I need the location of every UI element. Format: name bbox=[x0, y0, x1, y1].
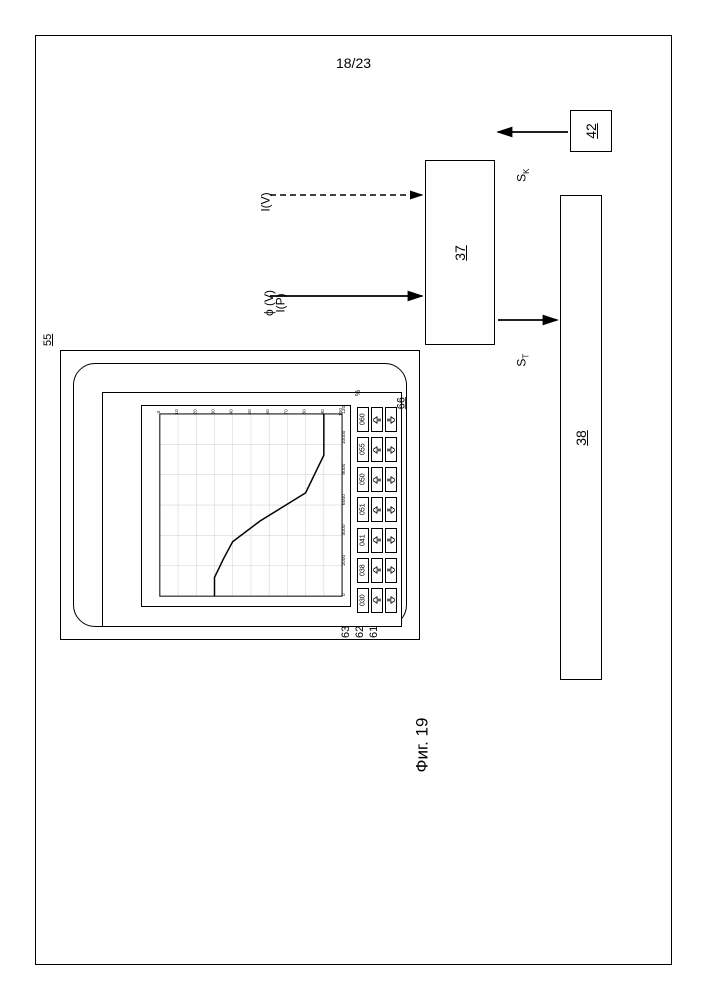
st-label: ST bbox=[514, 354, 530, 367]
ref-63: 63 bbox=[340, 626, 352, 638]
block-37: 37 bbox=[425, 160, 495, 345]
iv-label: I(V) bbox=[259, 192, 273, 211]
block-38-label: 38 bbox=[573, 430, 589, 446]
chart-svg: 0102030405060708090100020004000600080001… bbox=[142, 406, 350, 606]
ip-label: I(P) bbox=[274, 293, 288, 312]
block-38: 38 bbox=[560, 195, 602, 680]
ref-61: 61 bbox=[368, 626, 380, 638]
increment-button[interactable] bbox=[371, 558, 383, 583]
decrement-button[interactable] bbox=[385, 437, 397, 462]
sk-label: SK bbox=[514, 169, 530, 182]
block-42-label: 42 bbox=[583, 123, 599, 139]
device-screen: 66 0102030405060708090100020004000600080… bbox=[102, 392, 402, 627]
button-grid: 060 055 050 051 041 038 030 bbox=[357, 407, 397, 613]
page-number: 18/23 bbox=[336, 55, 371, 71]
percent-label: % bbox=[355, 390, 362, 396]
increment-button[interactable] bbox=[371, 528, 383, 553]
increment-button[interactable] bbox=[371, 407, 383, 432]
decrement-button[interactable] bbox=[385, 407, 397, 432]
device-bezel: 66 0102030405060708090100020004000600080… bbox=[73, 363, 407, 627]
value-button[interactable]: 050 bbox=[357, 467, 369, 492]
device-panel: 66 0102030405060708090100020004000600080… bbox=[60, 350, 420, 640]
decrement-button[interactable] bbox=[385, 467, 397, 492]
ref-62: 62 bbox=[354, 626, 366, 638]
increment-button[interactable] bbox=[371, 467, 383, 492]
decrement-button[interactable] bbox=[385, 528, 397, 553]
decrement-button[interactable] bbox=[385, 497, 397, 522]
value-button[interactable]: 041 bbox=[357, 528, 369, 553]
value-button[interactable]: 055 bbox=[357, 437, 369, 462]
device-ref: 55 bbox=[42, 334, 54, 346]
block-37-label: 37 bbox=[452, 245, 468, 261]
increment-button[interactable] bbox=[371, 497, 383, 522]
increment-button[interactable] bbox=[371, 588, 383, 613]
increment-button[interactable] bbox=[371, 437, 383, 462]
chart: 0102030405060708090100020004000600080001… bbox=[141, 405, 351, 607]
block-42: 42 bbox=[570, 110, 612, 152]
value-button[interactable]: 038 bbox=[357, 558, 369, 583]
decrement-button[interactable] bbox=[385, 558, 397, 583]
svg-text:12000: 12000 bbox=[341, 406, 347, 414]
value-button[interactable]: 051 bbox=[357, 497, 369, 522]
decrement-button[interactable] bbox=[385, 588, 397, 613]
figure-caption: Фиг. 19 bbox=[412, 718, 432, 773]
value-button[interactable]: 030 bbox=[357, 588, 369, 613]
svg-text:0: 0 bbox=[156, 410, 162, 413]
value-button[interactable]: 060 bbox=[357, 407, 369, 432]
